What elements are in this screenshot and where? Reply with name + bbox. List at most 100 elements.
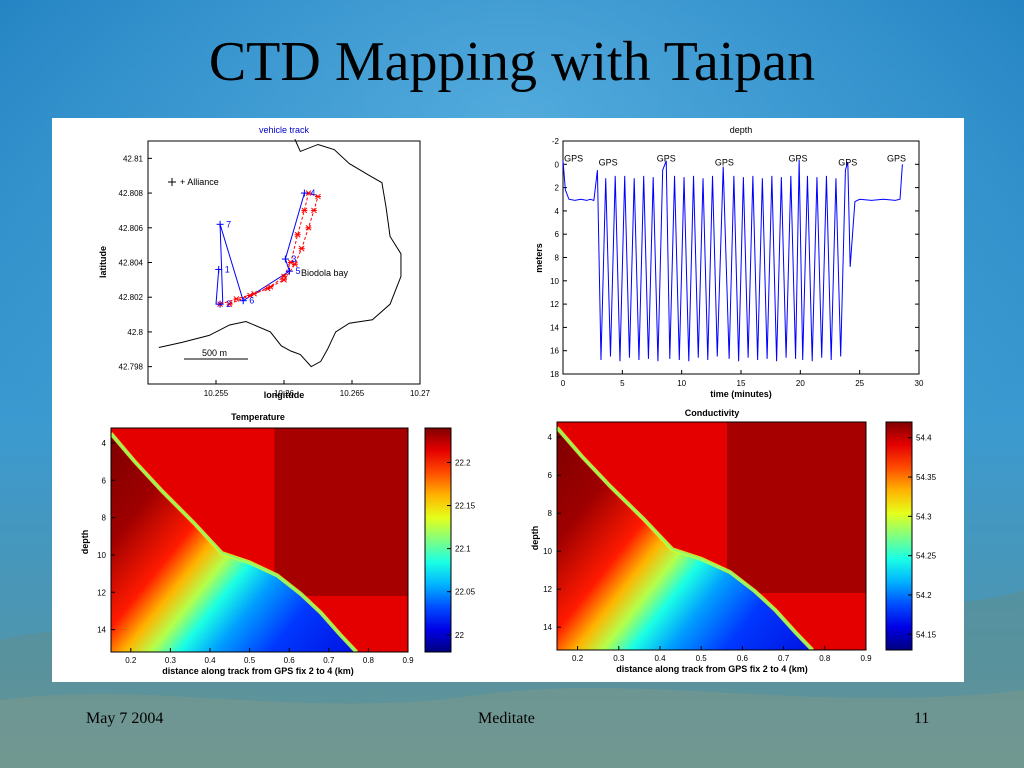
y-tick-label: 8 xyxy=(555,254,560,263)
red-track-marker xyxy=(294,231,301,238)
colorbar-tick-label: 22 xyxy=(455,631,464,640)
plot-frame xyxy=(556,421,867,651)
x-tick-label: 10 xyxy=(677,379,686,388)
alliance-marker xyxy=(168,178,176,186)
x-tick-label: 0.4 xyxy=(204,656,216,665)
slide-title: CTD Mapping with Taipan xyxy=(208,31,816,93)
y-axis-label: meters xyxy=(534,243,544,273)
waypoint-marker xyxy=(215,265,223,273)
colorbar-tick-label: 54.2 xyxy=(916,591,932,600)
red-track-marker xyxy=(264,285,271,292)
bay-label: Biodola bay xyxy=(301,268,349,278)
x-tick-label: 0.7 xyxy=(323,656,335,665)
waypoint-marker xyxy=(239,297,247,305)
red-track-marker xyxy=(226,301,233,308)
x-tick-label: 0.6 xyxy=(284,656,296,665)
y-tick-label: 14 xyxy=(543,623,552,632)
waypoint-label: 1 xyxy=(225,264,230,274)
x-tick-label: 0.9 xyxy=(860,654,872,663)
y-tick-label: 12 xyxy=(543,585,552,594)
y-tick-label: 6 xyxy=(102,476,107,485)
x-tick-label: 0.4 xyxy=(654,654,666,663)
y-tick-label: 0 xyxy=(555,160,560,169)
y-tick-label: 10 xyxy=(97,551,106,560)
y-tick-label: 4 xyxy=(102,439,107,448)
waypoint-marker xyxy=(281,255,289,263)
x-tick-label: 10.27 xyxy=(410,389,431,398)
x-axis-label: time (minutes) xyxy=(710,389,772,399)
heatmap-cold-region xyxy=(557,427,813,650)
red-track-marker xyxy=(301,207,308,214)
alliance-label: + Alliance xyxy=(180,177,219,187)
heatmap-cold-region xyxy=(111,433,357,652)
y-tick-label: 4 xyxy=(555,207,560,216)
x-tick-label: 10.265 xyxy=(340,389,365,398)
waypoint-label: 7 xyxy=(226,219,231,229)
x-tick-label: 25 xyxy=(855,379,864,388)
colorbar-tick-label: 54.15 xyxy=(916,630,937,639)
x-tick-label: 0.8 xyxy=(363,656,375,665)
y-tick-label: 42.802 xyxy=(119,293,144,302)
y-axis-label: depth xyxy=(80,530,90,555)
y-axis-label: depth xyxy=(530,526,540,551)
y-tick-label: 8 xyxy=(548,509,553,518)
x-tick-label: 20 xyxy=(796,379,805,388)
colorbar-tick-label: 22.05 xyxy=(455,588,476,597)
y-tick-label: -2 xyxy=(552,137,560,146)
x-tick-label: 15 xyxy=(737,379,746,388)
x-tick-label: 0.5 xyxy=(696,654,708,663)
colorbar-tick-label: 22.2 xyxy=(455,458,471,467)
red-track-marker xyxy=(315,193,321,200)
heatmap-front-band xyxy=(556,426,814,651)
y-tick-label: 18 xyxy=(550,370,559,379)
x-tick-label: 0.8 xyxy=(819,654,831,663)
heatmap-core xyxy=(726,422,866,593)
x-tick-label: 0.5 xyxy=(244,656,256,665)
y-tick-label: 6 xyxy=(555,230,560,239)
gps-label: GPS xyxy=(599,158,618,168)
colorbar-tick-label: 22.15 xyxy=(455,502,476,511)
x-tick-label: 0.3 xyxy=(613,654,625,663)
chart-title: Conductivity xyxy=(685,408,740,418)
waypoint-marker xyxy=(285,267,293,275)
y-tick-label: 42.81 xyxy=(123,154,144,163)
waypoint-marker xyxy=(216,300,224,308)
x-tick-label: 0 xyxy=(561,379,566,388)
x-tick-label: 0.6 xyxy=(737,654,749,663)
heatmap-field xyxy=(109,428,408,654)
x-tick-label: 5 xyxy=(620,379,625,388)
plot-frame xyxy=(110,427,409,653)
waypoint-marker xyxy=(300,189,308,197)
waypoint-label: 5 xyxy=(295,266,300,276)
red-track-marker xyxy=(310,207,317,214)
waypoint-label: 3 xyxy=(291,254,296,264)
gps-label: GPS xyxy=(838,158,857,168)
y-tick-label: 6 xyxy=(548,471,553,480)
red-track-marker xyxy=(291,261,298,268)
heatmap-core xyxy=(274,428,408,596)
chart-title: depth xyxy=(730,125,753,135)
coastline xyxy=(158,139,402,368)
gps-label: GPS xyxy=(788,154,807,164)
gps-label: GPS xyxy=(887,154,906,164)
footer-date: May 7 2004 xyxy=(86,710,164,727)
y-tick-label: 16 xyxy=(550,347,559,356)
y-tick-label: 12 xyxy=(550,300,559,309)
x-axis-label: distance along track from GPS fix 2 to 4… xyxy=(616,664,808,674)
depth-chart: depth -2 0 2 4 6 8 10 12 14 16 18 0 5 10 15 20 25 30 GPS… xyxy=(534,125,924,399)
y-tick-label: 10 xyxy=(550,277,559,286)
y-tick-label: 2 xyxy=(555,184,560,193)
x-tick-label: 0.3 xyxy=(165,656,177,665)
colorbar-tick-label: 54.3 xyxy=(916,512,932,521)
red-track-marker xyxy=(233,296,240,302)
y-axis-label: latitude xyxy=(98,246,108,278)
x-tick-label: 0.7 xyxy=(778,654,790,663)
x-axis-label: longitude xyxy=(264,390,305,400)
y-tick-label: 4 xyxy=(548,433,553,442)
heatmap-front-band xyxy=(110,432,358,653)
colorbar xyxy=(424,427,452,653)
waypoint-marker xyxy=(216,220,224,228)
x-tick-label: 30 xyxy=(915,379,924,388)
x-tick-label: 10.255 xyxy=(204,389,229,398)
chart-title: vehicle track xyxy=(259,125,310,135)
